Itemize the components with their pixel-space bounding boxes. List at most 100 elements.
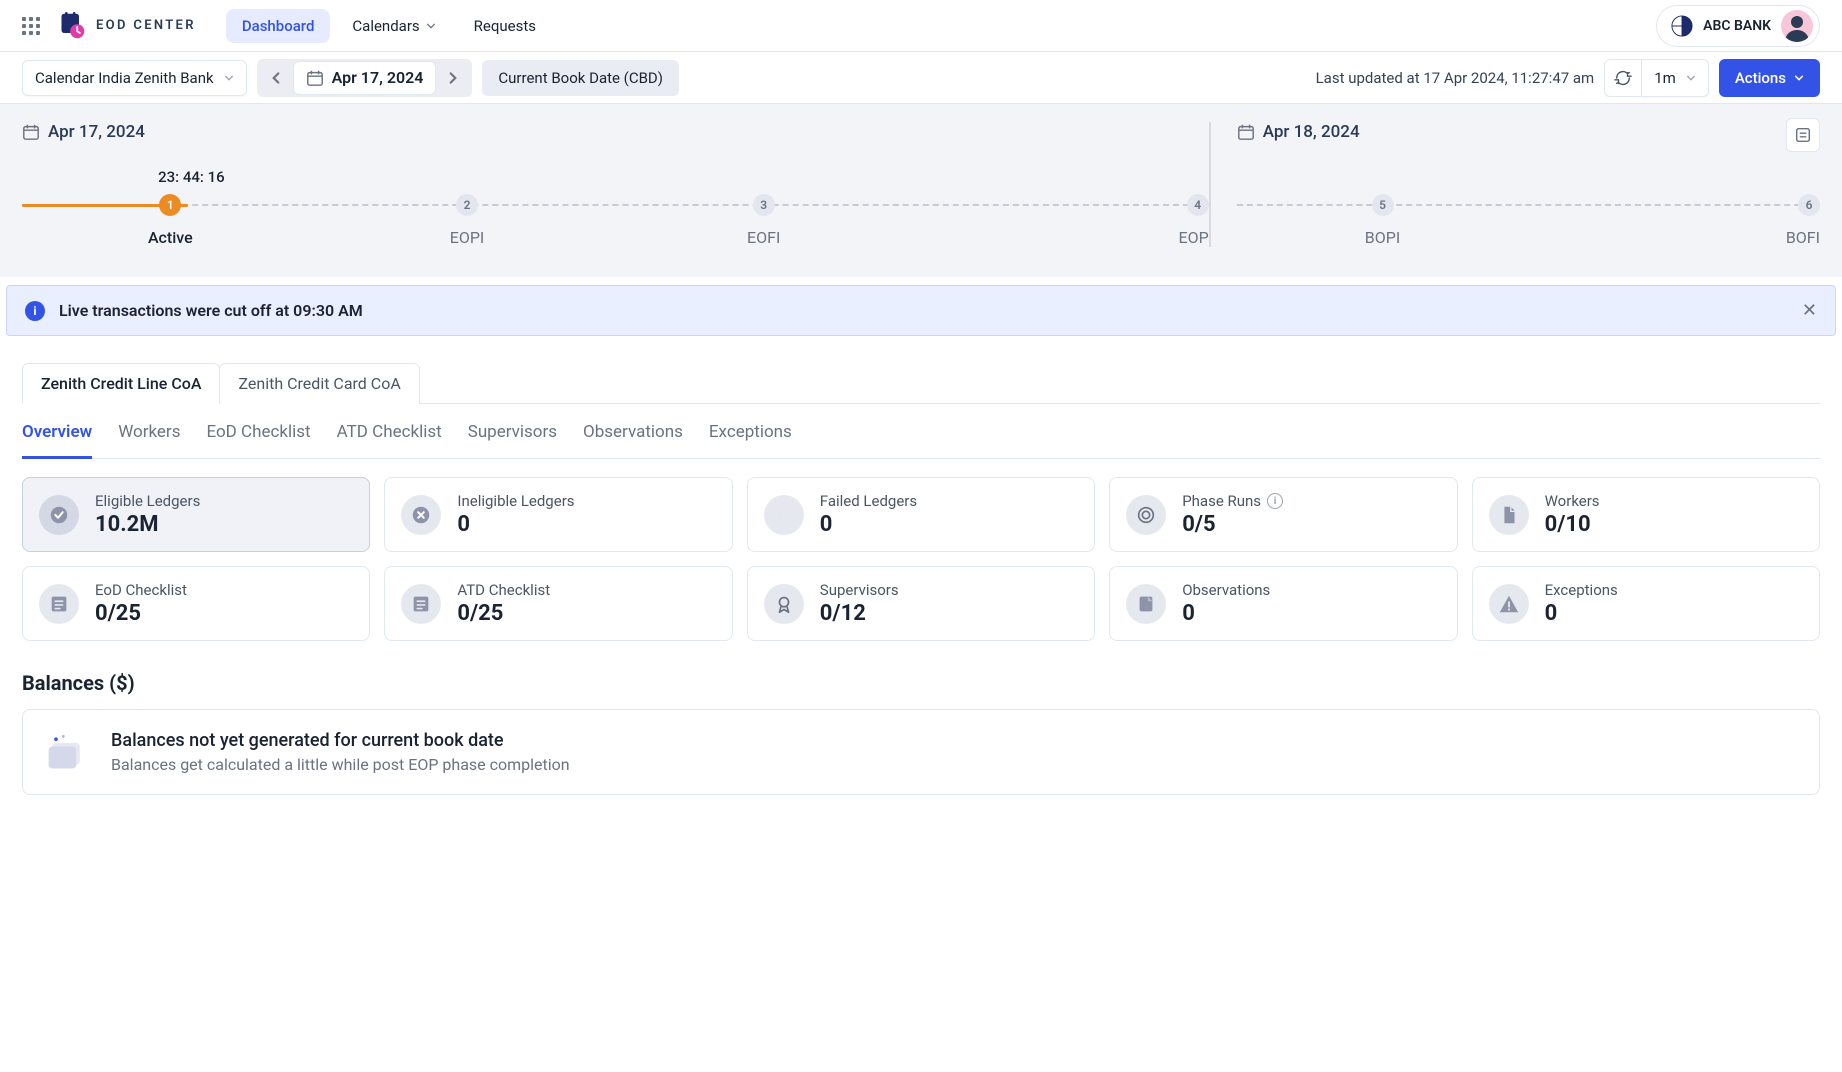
stat-card[interactable]: Phase Runsi 0/5 (1109, 477, 1457, 552)
stat-title: ATD Checklist (457, 581, 550, 599)
stat-value: 0/10 (1545, 512, 1600, 537)
stat-title: Eligible Ledgers (95, 492, 200, 510)
date-next-button[interactable] (436, 61, 470, 95)
refresh-interval-select[interactable]: 1m (1642, 59, 1709, 97)
stat-title: Ineligible Ledgers (457, 492, 574, 510)
info-icon: i (1267, 493, 1283, 509)
calendar-icon (1237, 123, 1255, 141)
brand: EOD CENTER (58, 12, 196, 40)
timeline-step-dot: 6 (1798, 194, 1820, 216)
top-nav: EOD CENTER Dashboard Calendars Requests … (0, 0, 1842, 52)
sub-tab[interactable]: Overview (22, 422, 92, 459)
timeline-step-dot: 2 (456, 194, 478, 216)
timeline-step: 4EOP (912, 194, 1209, 247)
coa-tab[interactable]: Zenith Credit Line CoA (22, 363, 220, 404)
timeline-step: 5BOPI (1237, 194, 1529, 247)
content-area: Zenith Credit Line CoAZenith Credit Card… (0, 362, 1842, 835)
sub-tabs: Overview Workers EoD Checklist ATD Checklis… (22, 422, 1820, 459)
timeline-day-current: Apr 17, 2024 23: 44: 16 1 Active 2EOPI 3 EOFI… (22, 122, 1209, 247)
timeline-panel: Apr 17, 2024 23: 44: 16 1 Active 2EOPI 3 EOFI… (0, 104, 1842, 277)
user-avatar[interactable] (1781, 10, 1813, 42)
refresh-button[interactable] (1604, 59, 1642, 97)
balances-heading: Balances ($) (22, 671, 1820, 695)
file-icon (1489, 495, 1529, 535)
sub-tab[interactable]: ATD Checklist (337, 422, 442, 459)
toolbar: Calendar India Zenith Bank Apr 17, 2024 … (0, 52, 1842, 104)
refresh-interval-label: 1m (1654, 69, 1676, 87)
timeline-day1-label: Apr 17, 2024 (48, 122, 145, 142)
stat-card[interactable]: Observations 0 (1109, 566, 1457, 641)
chevron-down-icon (1794, 73, 1804, 83)
stat-title: Phase Runsi (1182, 492, 1283, 510)
stat-title: Observations (1182, 581, 1270, 599)
stat-card[interactable]: EoD Checklist 0/25 (22, 566, 370, 641)
book-date-pill: Current Book Date (CBD) (482, 60, 679, 96)
stat-card[interactable]: Failed Ledgers0 (747, 477, 1095, 552)
timeline-step-dot: 3 (753, 194, 775, 216)
refresh-control: 1m (1604, 59, 1709, 97)
nav-tab-requests[interactable]: Requests (458, 9, 552, 43)
stat-card[interactable]: Ineligible Ledgers0 (384, 477, 732, 552)
stat-cards-grid: Eligible Ledgers10.2MIneligible Ledgers0… (22, 477, 1820, 641)
stat-card[interactable]: ATD Checklist 0/25 (384, 566, 732, 641)
coa-tab[interactable]: Zenith Credit Card CoA (219, 363, 419, 404)
calendar-icon (306, 69, 324, 87)
stat-value: 0/12 (820, 601, 899, 626)
actions-label: Actions (1735, 69, 1786, 87)
date-navigator: Apr 17, 2024 (257, 59, 473, 97)
calendar-select[interactable]: Calendar India Zenith Bank (22, 60, 247, 96)
sub-tab[interactable]: Supervisors (468, 422, 557, 459)
timeline-step-label: Active (148, 228, 193, 247)
date-prev-button[interactable] (259, 61, 293, 95)
timeline-step-dot: 5 (1372, 194, 1394, 216)
sub-tab[interactable]: Observations (583, 422, 683, 459)
date-picker[interactable]: Apr 17, 2024 (293, 61, 437, 95)
stat-value: 0/5 (1182, 512, 1283, 537)
timeline-step: 2EOPI (319, 194, 616, 247)
stat-value: 0 (1182, 601, 1270, 626)
sub-tab[interactable]: Exceptions (709, 422, 792, 459)
banner-close-button[interactable]: ✕ (1802, 300, 1817, 321)
stat-card[interactable]: Eligible Ledgers10.2M (22, 477, 370, 552)
balances-empty-title: Balances not yet generated for current b… (111, 730, 570, 751)
stat-value: 0 (1545, 601, 1618, 626)
timeline-day-next: Apr 18, 2024 5BOPI 6 BOFI (1209, 122, 1820, 247)
timeline-step-dot: 1 (159, 194, 181, 216)
stat-value: 0/25 (95, 601, 187, 626)
nav-tab-dashboard[interactable]: Dashboard (226, 9, 331, 43)
stat-title: EoD Checklist (95, 581, 187, 599)
stat-value: 0/25 (457, 601, 550, 626)
xcircle-icon (401, 495, 441, 535)
warn-icon (1489, 584, 1529, 624)
stat-card[interactable]: Workers 0/10 (1472, 477, 1820, 552)
timeline-step: 1 Active (22, 194, 319, 247)
timeline-step-label: EOFI (747, 228, 780, 247)
info-icon: i (25, 301, 45, 321)
target-icon (1126, 495, 1166, 535)
actions-button[interactable]: Actions (1719, 59, 1820, 97)
info-banner: i Live transactions were cut off at 09:3… (6, 285, 1836, 336)
timeline-day2-label: Apr 18, 2024 (1263, 122, 1360, 142)
bank-selector[interactable]: ABC BANK (1656, 5, 1820, 47)
stat-title: Failed Ledgers (820, 492, 917, 510)
banner-message: Live transactions were cut off at 09:30 … (59, 301, 363, 320)
check-icon (39, 495, 79, 535)
nav-tab-calendars[interactable]: Calendars (336, 9, 451, 43)
badge-icon (764, 584, 804, 624)
brand-name: EOD CENTER (96, 18, 196, 33)
chevron-down-icon (1686, 73, 1696, 83)
stat-title: Workers (1545, 492, 1600, 510)
timeline-notes-button[interactable] (1786, 118, 1820, 152)
stat-title: Exceptions (1545, 581, 1618, 599)
timeline-countdown: 23: 44: 16 (158, 168, 225, 186)
stat-card[interactable]: Supervisors0/12 (747, 566, 1095, 641)
refresh-icon (1614, 69, 1632, 87)
stat-card[interactable]: Exceptions 0 (1472, 566, 1820, 641)
chevron-down-icon (224, 73, 234, 83)
apps-grid-icon[interactable] (22, 17, 40, 35)
bank-logo-icon (1671, 15, 1693, 37)
sub-tab[interactable]: EoD Checklist (206, 422, 310, 459)
sub-tab[interactable]: Workers (118, 422, 180, 459)
timeline-step-label: BOFI (1786, 228, 1820, 247)
bank-name: ABC BANK (1703, 18, 1771, 34)
